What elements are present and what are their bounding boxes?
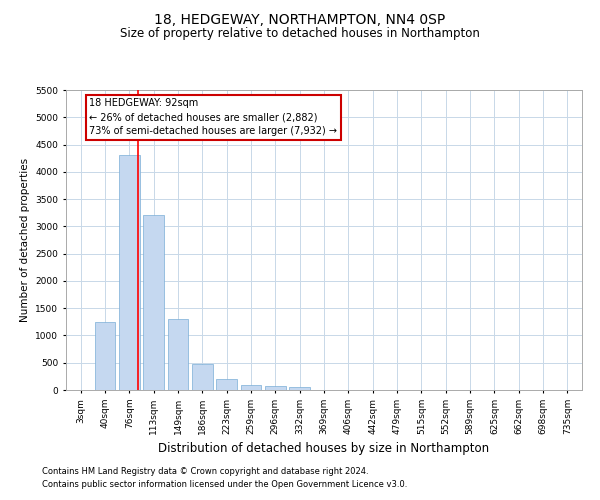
X-axis label: Distribution of detached houses by size in Northampton: Distribution of detached houses by size …: [158, 442, 490, 456]
Bar: [289, 386, 310, 390]
Bar: [216, 379, 237, 390]
Bar: [119, 156, 140, 390]
Bar: [192, 364, 212, 390]
Bar: [265, 386, 286, 390]
Bar: [95, 322, 115, 390]
Bar: [167, 319, 188, 390]
Text: Size of property relative to detached houses in Northampton: Size of property relative to detached ho…: [120, 28, 480, 40]
Text: 18 HEDGEWAY: 92sqm
← 26% of detached houses are smaller (2,882)
73% of semi-deta: 18 HEDGEWAY: 92sqm ← 26% of detached hou…: [89, 98, 337, 136]
Text: Contains public sector information licensed under the Open Government Licence v3: Contains public sector information licen…: [42, 480, 407, 489]
Text: Contains HM Land Registry data © Crown copyright and database right 2024.: Contains HM Land Registry data © Crown c…: [42, 467, 368, 476]
Text: 18, HEDGEWAY, NORTHAMPTON, NN4 0SP: 18, HEDGEWAY, NORTHAMPTON, NN4 0SP: [154, 12, 446, 26]
Bar: [241, 384, 262, 390]
Bar: [143, 216, 164, 390]
Y-axis label: Number of detached properties: Number of detached properties: [20, 158, 30, 322]
